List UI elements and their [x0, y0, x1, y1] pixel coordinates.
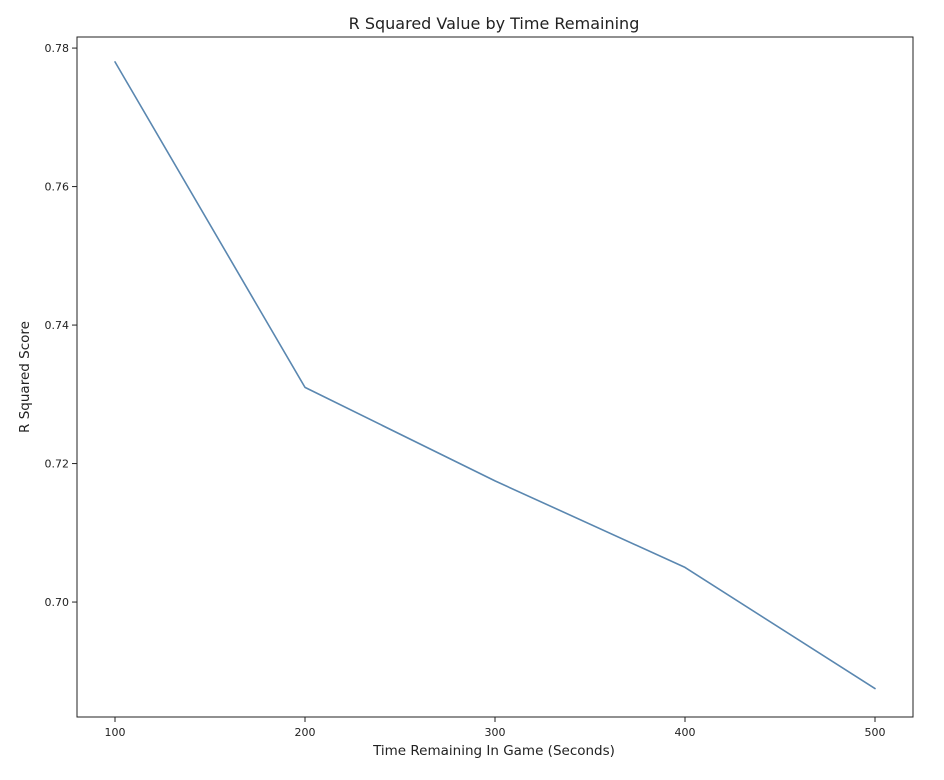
- y-axis: 0.70 0.72 0.74 0.76 0.78: [45, 42, 77, 609]
- x-tick-label: 300: [485, 726, 506, 739]
- chart-title: R Squared Value by Time Remaining: [349, 14, 640, 33]
- y-tick-label: 0.78: [45, 42, 70, 55]
- series-group: [114, 61, 876, 690]
- plot-frame: [76, 36, 914, 718]
- x-axis-label: Time Remaining In Game (Seconds): [372, 743, 615, 759]
- x-tick-label: 500: [865, 726, 886, 739]
- series-line: [114, 61, 876, 690]
- y-tick-label: 0.70: [45, 596, 70, 609]
- y-tick-label: 0.74: [45, 319, 70, 332]
- y-axis-label: R Squared Score: [17, 321, 33, 433]
- x-tick-label: 200: [295, 726, 316, 739]
- x-tick-label: 400: [675, 726, 696, 739]
- x-tick-label: 100: [105, 726, 126, 739]
- y-tick-label: 0.72: [45, 458, 70, 471]
- y-tick-label: 0.76: [45, 181, 70, 194]
- x-axis: 100 200 300 400 500: [105, 717, 886, 739]
